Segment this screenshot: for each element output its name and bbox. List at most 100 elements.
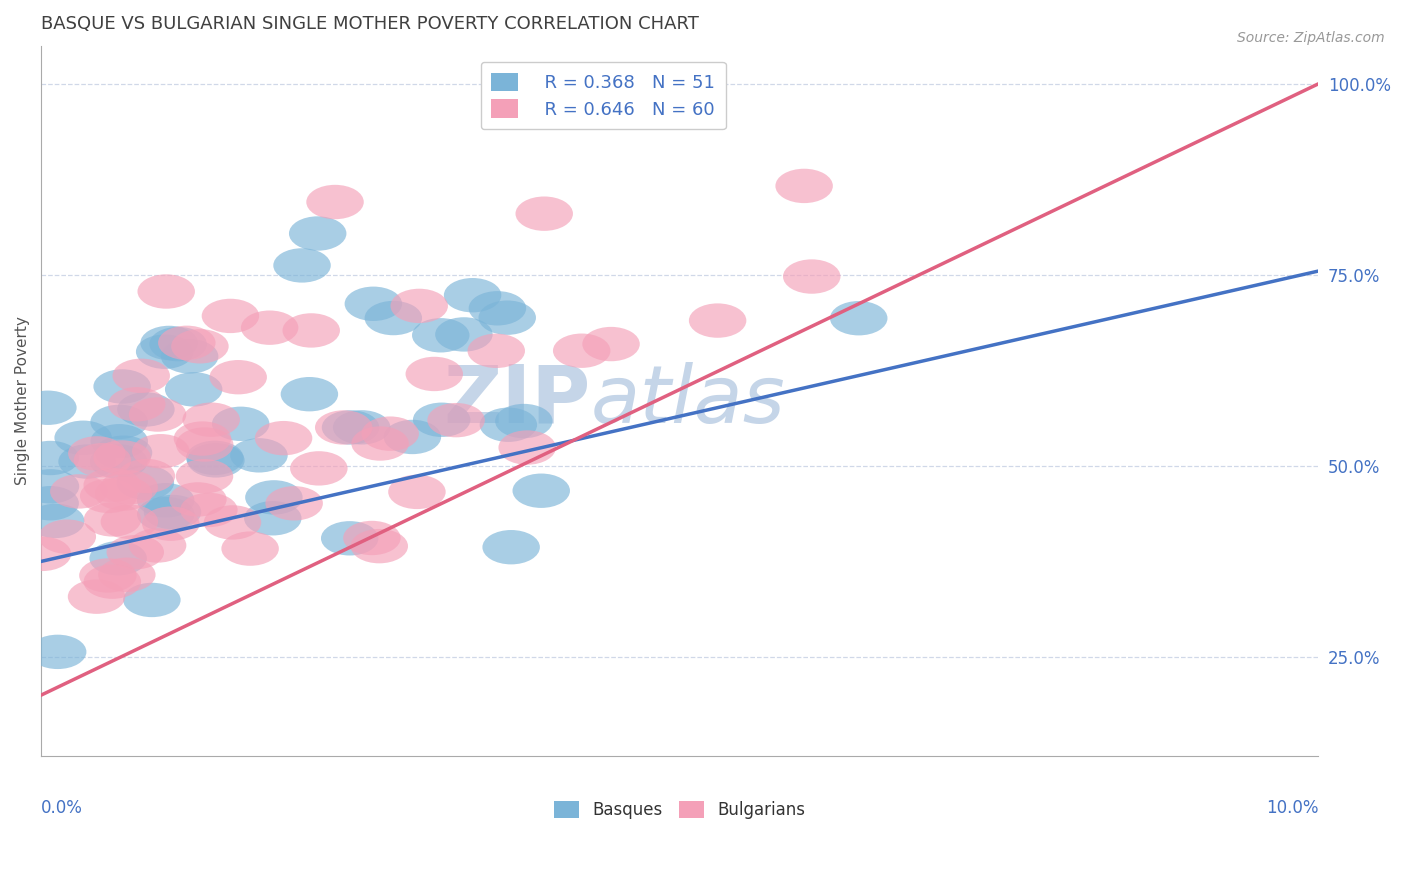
Ellipse shape — [141, 326, 198, 360]
Ellipse shape — [553, 334, 610, 368]
Ellipse shape — [478, 301, 536, 334]
Ellipse shape — [361, 417, 419, 450]
Ellipse shape — [136, 497, 194, 532]
Ellipse shape — [412, 318, 470, 352]
Ellipse shape — [212, 407, 270, 441]
Ellipse shape — [124, 582, 180, 617]
Ellipse shape — [582, 326, 640, 361]
Ellipse shape — [388, 475, 446, 509]
Text: 0.0%: 0.0% — [41, 799, 83, 817]
Ellipse shape — [240, 310, 298, 345]
Y-axis label: Single Mother Poverty: Single Mother Poverty — [15, 317, 30, 485]
Ellipse shape — [315, 410, 373, 444]
Ellipse shape — [201, 299, 259, 333]
Ellipse shape — [118, 458, 176, 493]
Ellipse shape — [350, 529, 408, 564]
Ellipse shape — [176, 459, 233, 493]
Ellipse shape — [169, 483, 226, 516]
Ellipse shape — [245, 501, 301, 535]
Ellipse shape — [427, 403, 485, 437]
Ellipse shape — [38, 519, 96, 554]
Ellipse shape — [132, 434, 190, 468]
Legend: Basques, Bulgarians: Basques, Bulgarians — [547, 795, 813, 826]
Ellipse shape — [689, 303, 747, 338]
Ellipse shape — [322, 410, 380, 444]
Ellipse shape — [344, 286, 402, 321]
Text: 10.0%: 10.0% — [1265, 799, 1319, 817]
Ellipse shape — [14, 537, 72, 571]
Ellipse shape — [138, 275, 195, 309]
Ellipse shape — [160, 339, 218, 374]
Ellipse shape — [204, 505, 262, 540]
Ellipse shape — [117, 466, 174, 500]
Ellipse shape — [117, 392, 174, 426]
Ellipse shape — [94, 476, 152, 511]
Ellipse shape — [281, 377, 337, 411]
Ellipse shape — [157, 326, 215, 360]
Ellipse shape — [499, 430, 555, 465]
Ellipse shape — [165, 372, 222, 407]
Ellipse shape — [468, 334, 524, 368]
Ellipse shape — [98, 558, 156, 592]
Ellipse shape — [172, 329, 229, 364]
Ellipse shape — [775, 169, 832, 203]
Ellipse shape — [83, 467, 141, 502]
Text: ZIP: ZIP — [443, 362, 591, 440]
Ellipse shape — [100, 470, 157, 505]
Ellipse shape — [444, 278, 502, 312]
Ellipse shape — [90, 424, 148, 458]
Ellipse shape — [482, 530, 540, 565]
Ellipse shape — [67, 580, 125, 614]
Ellipse shape — [79, 558, 136, 592]
Ellipse shape — [20, 391, 76, 425]
Ellipse shape — [93, 441, 150, 475]
Ellipse shape — [333, 410, 391, 444]
Ellipse shape — [343, 521, 401, 555]
Ellipse shape — [830, 301, 887, 335]
Ellipse shape — [290, 451, 347, 485]
Ellipse shape — [143, 495, 201, 529]
Ellipse shape — [221, 532, 278, 566]
Ellipse shape — [495, 404, 553, 438]
Ellipse shape — [107, 535, 165, 569]
Ellipse shape — [112, 359, 170, 393]
Ellipse shape — [90, 444, 148, 479]
Ellipse shape — [94, 435, 152, 470]
Ellipse shape — [90, 405, 148, 439]
Ellipse shape — [129, 397, 186, 432]
Ellipse shape — [55, 420, 112, 455]
Ellipse shape — [352, 426, 409, 460]
Ellipse shape — [384, 420, 441, 454]
Ellipse shape — [209, 360, 267, 394]
Ellipse shape — [73, 443, 131, 477]
Ellipse shape — [273, 248, 330, 283]
Ellipse shape — [321, 521, 378, 556]
Ellipse shape — [183, 402, 240, 437]
Ellipse shape — [468, 291, 526, 326]
Ellipse shape — [391, 289, 449, 323]
Ellipse shape — [513, 474, 569, 508]
Ellipse shape — [51, 475, 107, 508]
Ellipse shape — [245, 480, 302, 515]
Ellipse shape — [30, 635, 86, 669]
Text: BASQUE VS BULGARIAN SINGLE MOTHER POVERTY CORRELATION CHART: BASQUE VS BULGARIAN SINGLE MOTHER POVERT… — [41, 15, 699, 33]
Ellipse shape — [783, 260, 841, 293]
Ellipse shape — [187, 443, 245, 477]
Ellipse shape — [364, 301, 422, 335]
Ellipse shape — [413, 402, 471, 437]
Ellipse shape — [283, 313, 340, 348]
Ellipse shape — [58, 444, 115, 479]
Ellipse shape — [27, 504, 84, 538]
Ellipse shape — [93, 369, 150, 404]
Ellipse shape — [231, 438, 288, 473]
Text: Source: ZipAtlas.com: Source: ZipAtlas.com — [1237, 31, 1385, 45]
Ellipse shape — [479, 408, 537, 442]
Ellipse shape — [142, 507, 200, 541]
Ellipse shape — [21, 486, 79, 520]
Ellipse shape — [180, 492, 238, 527]
Ellipse shape — [136, 334, 194, 369]
Ellipse shape — [101, 505, 157, 539]
Ellipse shape — [186, 441, 243, 475]
Ellipse shape — [174, 421, 231, 456]
Ellipse shape — [21, 469, 79, 503]
